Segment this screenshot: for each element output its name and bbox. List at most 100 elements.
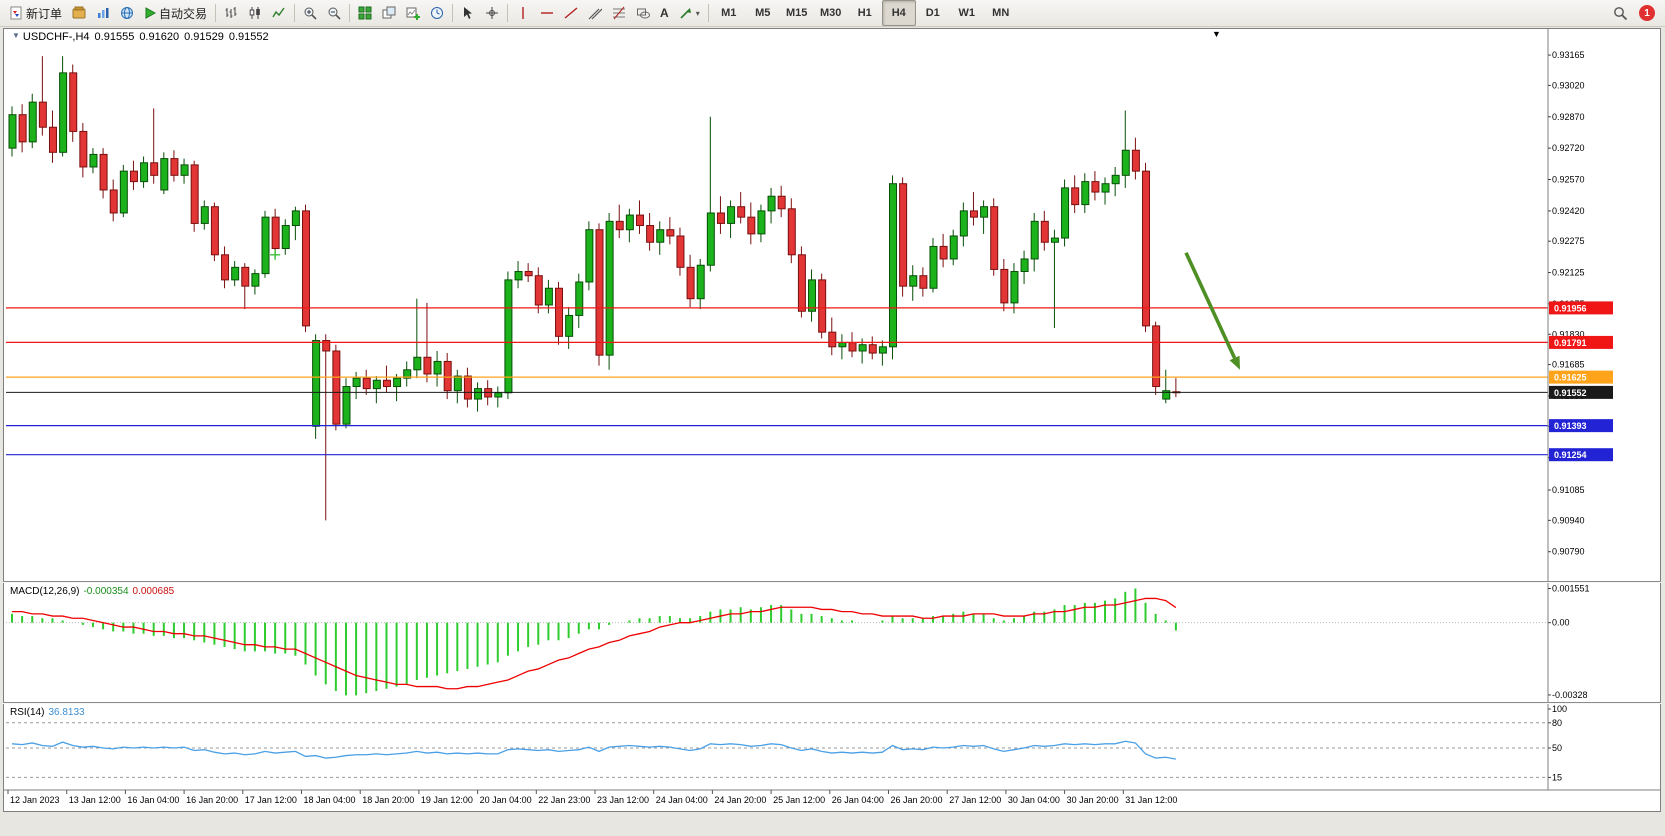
timeframe-m30-button[interactable]: M30 (820, 7, 842, 19)
timeframe-m15-button[interactable]: M15 (786, 7, 808, 19)
time-axis-label: 18 Jan 04:00 (304, 795, 356, 805)
trendline-tool-button[interactable] (559, 0, 583, 26)
rsi-name: RSI(14) (10, 707, 45, 718)
macd-signal-value: 0.000685 (132, 586, 175, 597)
chart-symbol-period: USDCHF-,H4 (22, 31, 90, 43)
candlestick (150, 162, 159, 176)
shapes-tool-button[interactable] (631, 0, 655, 26)
candlestick (453, 375, 462, 392)
time-axis-label: 26 Jan 20:00 (891, 795, 943, 805)
new-order-label: 新订单 (26, 6, 63, 21)
time-axis-label: 25 Jan 12:00 (773, 795, 825, 805)
trend-arrow[interactable] (1184, 251, 1237, 359)
candlestick (1000, 268, 1009, 304)
price-tag-label: 0.91791 (1554, 338, 1587, 348)
candlestick (777, 195, 786, 210)
new-order-button[interactable]: 新订单 (4, 0, 67, 26)
candlestick (1050, 237, 1059, 243)
timeframe-h1-button[interactable]: H1 (857, 7, 872, 19)
bar-chart-mode-button[interactable] (219, 0, 243, 26)
clock-button[interactable] (425, 0, 449, 26)
data-window-button[interactable] (91, 0, 115, 26)
zoom-in-button[interactable] (298, 0, 322, 26)
shapes-icon (637, 8, 651, 19)
horizontal-line-tool-button[interactable] (535, 0, 559, 26)
candlestick-chart-mode-button[interactable] (243, 0, 267, 26)
candlestick (291, 210, 300, 227)
timeframe-w1-button[interactable]: W1 (958, 7, 975, 19)
horizontal-line-icon (541, 12, 554, 14)
toolbar-separator (349, 4, 351, 22)
price-tag (1549, 419, 1613, 433)
candlestick (463, 375, 472, 400)
candlestick (372, 379, 381, 390)
one-click-trading-toggle[interactable]: ▼ (12, 31, 20, 40)
zoom-out-button[interactable] (322, 0, 346, 26)
zoom-out-icon (328, 7, 341, 20)
toolbar-separator (215, 4, 217, 22)
candlestick (200, 206, 209, 224)
candlestick (969, 210, 978, 218)
candlestick (1131, 149, 1140, 172)
zoom-in-icon (304, 7, 317, 20)
price-axis-label: 0.91830 (1552, 329, 1585, 339)
time-axis-label: 17 Jan 12:00 (245, 795, 297, 805)
search-button[interactable] (1608, 0, 1633, 26)
search-icon (1614, 6, 1628, 20)
timeframe-m5-button[interactable]: M5 (755, 7, 771, 19)
price-tag (1549, 448, 1613, 462)
time-axis-label: 30 Jan 20:00 (1067, 795, 1119, 805)
timeframe-mn-button[interactable]: MN (992, 7, 1010, 19)
crosshair-icon (486, 7, 499, 19)
candlestick (494, 392, 503, 398)
time-axis-label: 24 Jan 04:00 (656, 795, 708, 805)
candlestick (595, 229, 604, 356)
candlestick (170, 158, 179, 176)
toolbar-separator (507, 4, 509, 22)
new-chart-button[interactable] (401, 0, 425, 26)
timeframe-h4-button[interactable]: H4 (881, 0, 916, 26)
chart-shift-marker[interactable]: ▼ (1212, 29, 1221, 39)
candlestick (959, 210, 968, 237)
fibonacci-tool-button[interactable] (607, 0, 631, 26)
timeframe-m1-button[interactable]: M1 (721, 7, 737, 19)
autotrade-play-icon (145, 7, 157, 19)
vertical-line-tool-button[interactable] (511, 0, 535, 26)
trend-arrow-head (1229, 355, 1240, 370)
cascade-windows-button[interactable] (377, 0, 401, 26)
candlestick (140, 162, 149, 183)
text-tool-button[interactable]: A (655, 0, 674, 26)
price-tag (1549, 335, 1613, 349)
candlestick (342, 386, 351, 425)
macd-panel-title: MACD(12,26,9) -0.000354 0.000685 (10, 586, 174, 597)
time-axis-label: 20 Jan 04:00 (480, 795, 532, 805)
candlestick (474, 388, 483, 400)
dropdown-chevron-icon: ▾ (695, 8, 700, 18)
new-order-icon (10, 6, 22, 20)
cascade-windows-icon (382, 6, 396, 19)
autotrade-label: 自动交易 (159, 6, 208, 21)
line-chart-mode-button[interactable] (267, 0, 291, 26)
candlestick (221, 254, 230, 281)
macd-axis-label: 0.001551 (1552, 583, 1590, 593)
arrows-tool-button[interactable]: ▾ (674, 0, 705, 26)
timeframe-d1-button[interactable]: D1 (925, 7, 940, 19)
candlestick (251, 273, 260, 287)
market-watch-button[interactable] (67, 0, 91, 26)
candlestick-chart-icon (249, 7, 260, 19)
cursor-tool-button[interactable] (456, 0, 480, 26)
channel-tool-button[interactable] (583, 0, 607, 26)
web-terminal-button[interactable] (115, 0, 139, 26)
notification-badge[interactable]: 1 (1639, 5, 1655, 21)
price-axis-label: 0.92720 (1552, 143, 1585, 153)
candlestick (929, 245, 938, 289)
new-chart-icon (406, 7, 421, 20)
candlestick (899, 183, 908, 287)
autotrade-button[interactable]: 自动交易 (139, 0, 212, 26)
crosshair-tool-button[interactable] (480, 0, 504, 26)
candlestick (1010, 271, 1019, 304)
tile-windows-button[interactable] (353, 0, 377, 26)
candlestick (190, 164, 199, 224)
